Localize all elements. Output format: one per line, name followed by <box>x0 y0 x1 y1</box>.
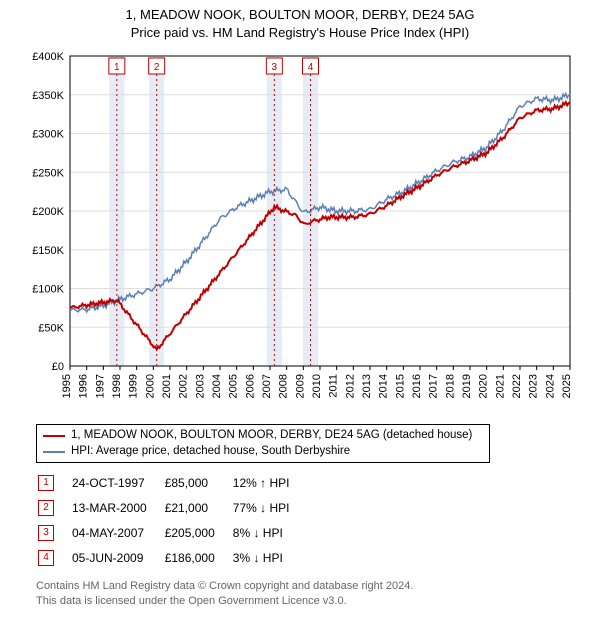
legend-swatch-hpi <box>43 451 65 453</box>
svg-text:2011: 2011 <box>328 374 340 398</box>
svg-text:2007: 2007 <box>261 374 273 398</box>
svg-text:2002: 2002 <box>178 374 190 398</box>
svg-text:2005: 2005 <box>228 374 240 398</box>
svg-text:2010: 2010 <box>311 374 323 398</box>
svg-text:1996: 1996 <box>78 374 90 398</box>
footer: Contains HM Land Registry data © Crown c… <box>36 579 600 609</box>
price-chart: £0 £50K £100K £150K £200K £250K £300K £350K £400… <box>20 46 580 416</box>
event-price: £21,000 <box>165 496 231 519</box>
legend-item-hpi: HPI: Average price, detached house, Sout… <box>43 444 483 460</box>
event-row: 4 05-JUN-2009£186,0003% ↓ HPI <box>38 546 305 569</box>
events-table: 1 24-OCT-1997£85,00012% ↑ HPI 2 13-MAR-2000… <box>36 469 307 571</box>
event-delta: 12% ↑ HPI <box>233 471 306 494</box>
svg-text:2000: 2000 <box>144 374 156 398</box>
svg-text:2001: 2001 <box>161 374 173 398</box>
svg-text:2022: 2022 <box>511 374 523 398</box>
svg-text:£300K: £300K <box>32 129 64 141</box>
footer-line-2: This data is licensed under the Open Gov… <box>36 594 600 609</box>
svg-text:2024: 2024 <box>544 374 556 398</box>
event-marker: 2 <box>38 500 54 516</box>
event-date: 13-MAR-2000 <box>72 496 163 519</box>
svg-text:£150K: £150K <box>32 245 64 257</box>
event-delta: 8% ↓ HPI <box>233 521 306 544</box>
svg-text:1998: 1998 <box>111 374 123 398</box>
svg-text:2025: 2025 <box>561 374 573 398</box>
event-date: 24-OCT-1997 <box>72 471 163 494</box>
event-row: 3 04-MAY-2007£205,0008% ↓ HPI <box>38 521 305 544</box>
event-price: £85,000 <box>165 471 231 494</box>
chart-subtitle: Price paid vs. HM Land Registry's House … <box>0 24 600 42</box>
svg-text:2018: 2018 <box>444 374 456 398</box>
svg-text:3: 3 <box>272 62 278 73</box>
event-row: 2 13-MAR-2000£21,00077% ↓ HPI <box>38 496 305 519</box>
legend-swatch-price <box>43 435 65 437</box>
svg-text:2006: 2006 <box>244 374 256 398</box>
svg-text:£350K: £350K <box>32 90 64 102</box>
svg-text:2012: 2012 <box>344 374 356 398</box>
svg-text:2014: 2014 <box>378 374 390 398</box>
title-block: 1, MEADOW NOOK, BOULTON MOOR, DERBY, DE2… <box>0 6 600 42</box>
event-delta: 3% ↓ HPI <box>233 546 306 569</box>
event-delta: 77% ↓ HPI <box>233 496 306 519</box>
svg-text:2003: 2003 <box>194 374 206 398</box>
event-price: £186,000 <box>165 546 231 569</box>
event-date: 05-JUN-2009 <box>72 546 163 569</box>
svg-text:£50K: £50K <box>38 323 64 335</box>
svg-text:£100K: £100K <box>32 284 64 296</box>
svg-text:2019: 2019 <box>461 374 473 398</box>
svg-text:2021: 2021 <box>494 374 506 398</box>
chart-title: 1, MEADOW NOOK, BOULTON MOOR, DERBY, DE2… <box>0 6 600 24</box>
legend-label-hpi: HPI: Average price, detached house, Sout… <box>71 444 350 460</box>
svg-text:1: 1 <box>114 62 120 73</box>
svg-text:£400K: £400K <box>32 51 64 63</box>
svg-text:2: 2 <box>154 62 160 73</box>
svg-text:2008: 2008 <box>278 374 290 398</box>
svg-text:£200K: £200K <box>32 206 64 218</box>
event-marker: 4 <box>38 550 54 566</box>
svg-text:2020: 2020 <box>478 374 490 398</box>
legend-label-price: 1, MEADOW NOOK, BOULTON MOOR, DERBY, DE2… <box>71 428 472 444</box>
svg-text:2009: 2009 <box>294 374 306 398</box>
svg-text:1995: 1995 <box>61 374 73 398</box>
svg-text:2023: 2023 <box>528 374 540 398</box>
event-row: 1 24-OCT-1997£85,00012% ↑ HPI <box>38 471 305 494</box>
svg-text:2004: 2004 <box>211 374 223 398</box>
svg-text:1999: 1999 <box>128 374 140 398</box>
svg-text:2013: 2013 <box>361 374 373 398</box>
svg-text:£250K: £250K <box>32 168 64 180</box>
event-marker: 3 <box>38 525 54 541</box>
svg-text:2016: 2016 <box>411 374 423 398</box>
event-price: £205,000 <box>165 521 231 544</box>
footer-line-1: Contains HM Land Registry data © Crown c… <box>36 579 600 594</box>
svg-text:1997: 1997 <box>94 374 106 398</box>
chart-area: £0 £50K £100K £150K £200K £250K £300K £350K £400… <box>20 46 580 416</box>
event-date: 04-MAY-2007 <box>72 521 163 544</box>
legend: 1, MEADOW NOOK, BOULTON MOOR, DERBY, DE2… <box>36 424 490 463</box>
svg-text:4: 4 <box>308 62 314 73</box>
legend-item-price: 1, MEADOW NOOK, BOULTON MOOR, DERBY, DE2… <box>43 428 483 444</box>
event-marker: 1 <box>38 475 54 491</box>
svg-text:2015: 2015 <box>394 374 406 398</box>
svg-text:2017: 2017 <box>428 374 440 398</box>
svg-text:£0: £0 <box>52 361 64 373</box>
